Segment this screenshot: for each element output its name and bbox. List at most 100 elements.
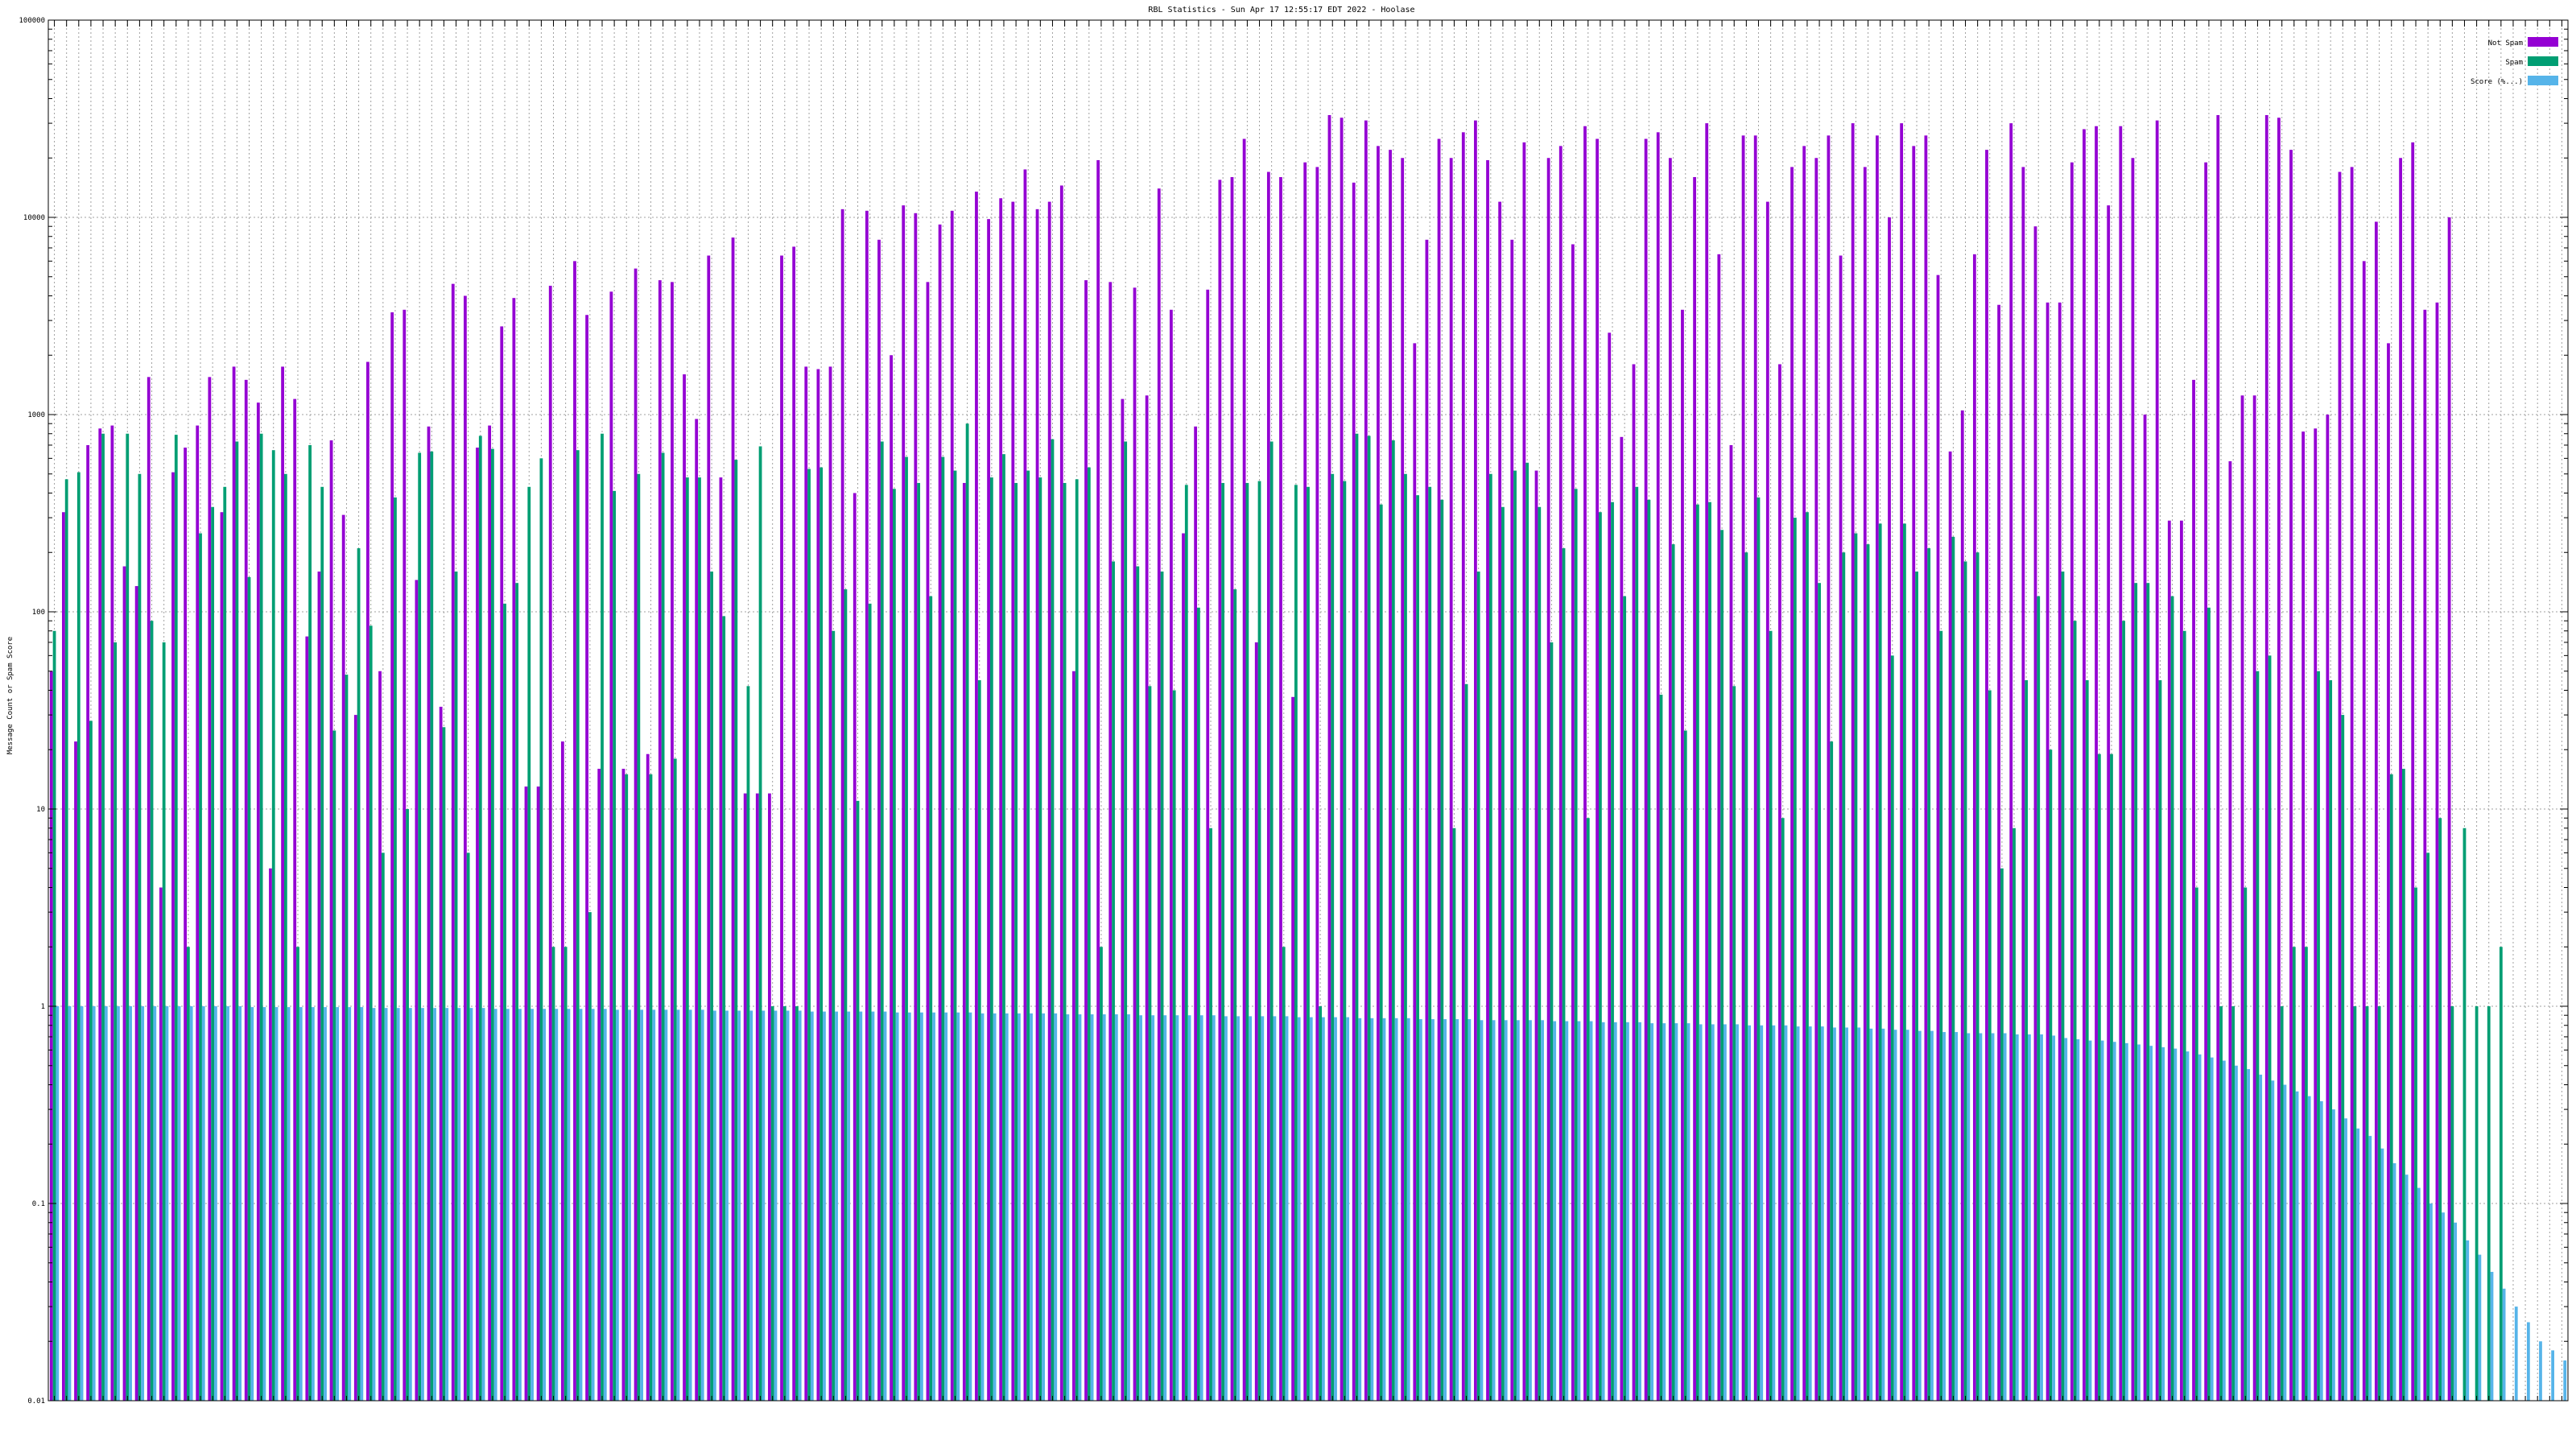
bar-2	[1796, 1026, 1800, 1401]
bar-0	[86, 444, 90, 1402]
bar-1	[2365, 1006, 2369, 1401]
bar-1	[2329, 679, 2333, 1401]
bar-1	[1744, 552, 1748, 1401]
legend-swatch	[2528, 56, 2558, 66]
bar-2	[1249, 1016, 1253, 1401]
bar-1	[807, 469, 811, 1401]
bar-0	[1486, 159, 1489, 1401]
bar-1	[1757, 497, 1761, 1401]
bar-1	[1988, 690, 1992, 1401]
bar-2	[1175, 1015, 1179, 1401]
bar-2	[2088, 1040, 2092, 1401]
bar-0	[2264, 114, 2268, 1401]
bar-0	[476, 448, 479, 1401]
bar-1	[1355, 433, 1359, 1402]
bar-2	[847, 1011, 851, 1401]
bar-0	[2192, 379, 2195, 1401]
bar-2	[1942, 1032, 1946, 1401]
bar-2	[129, 1006, 132, 1401]
bar-1	[186, 947, 190, 1401]
bar-1	[223, 486, 227, 1401]
bar-2	[1662, 1023, 1666, 1401]
bar-0	[695, 419, 699, 1401]
bar-1	[1903, 523, 1906, 1401]
bar-0	[840, 208, 844, 1402]
bar-2	[1881, 1028, 1885, 1401]
bar-1	[138, 473, 142, 1401]
bar-0	[1279, 176, 1282, 1401]
bar-2	[1893, 1030, 1897, 1401]
bar-0	[2204, 162, 2208, 1402]
bar-0	[816, 369, 820, 1401]
bar-2	[1857, 1027, 1861, 1401]
bar-1	[625, 774, 629, 1401]
bar-1	[977, 679, 981, 1401]
bar-1	[2475, 1006, 2479, 1401]
bar-2	[1017, 1013, 1021, 1401]
bar-1	[2305, 947, 2308, 1401]
y-axis-label: Message Count or Spam Score	[6, 637, 14, 754]
bar-2	[859, 1011, 863, 1401]
bar-0	[1802, 146, 1806, 1401]
bar-2	[616, 1009, 619, 1401]
bar-1	[929, 596, 933, 1401]
bar-0	[1558, 146, 1563, 1401]
bar-2	[1748, 1025, 1752, 1401]
bar-2	[1066, 1014, 1070, 1401]
bar-2	[1991, 1033, 1995, 1401]
bar-1	[2292, 947, 2296, 1401]
bar-0	[1596, 138, 1600, 1402]
bar-2	[823, 1011, 826, 1401]
bar-2	[1358, 1018, 1362, 1401]
bar-0	[2277, 118, 2281, 1401]
y-tick-label: 0.1	[32, 1200, 45, 1208]
bar-2	[1054, 1013, 1058, 1401]
bar-1	[1075, 479, 1079, 1402]
bar-2	[2454, 1222, 2458, 1401]
bar-2	[1455, 1019, 1459, 1401]
bar-0	[2326, 415, 2330, 1401]
bar-2	[2015, 1034, 2019, 1401]
bar-0	[2240, 395, 2244, 1401]
bar-0	[1072, 671, 1075, 1401]
bar-2	[141, 1006, 145, 1401]
bar-0	[1133, 287, 1137, 1401]
bar-0	[402, 309, 407, 1402]
bar-0	[852, 493, 857, 1401]
bar-2	[1650, 1023, 1654, 1401]
bar-1	[1379, 504, 1383, 1401]
bar-0	[938, 224, 942, 1402]
bar-0	[1924, 135, 1928, 1401]
bar-2	[774, 1010, 778, 1401]
bar-0	[658, 280, 662, 1401]
bar-0	[2301, 431, 2306, 1401]
bar-2	[1541, 1020, 1544, 1401]
bar-1	[1014, 482, 1018, 1402]
bar-1	[844, 589, 848, 1401]
bar-2	[1638, 1022, 1641, 1401]
bar-2	[1127, 1014, 1130, 1401]
bar-2	[1005, 1013, 1009, 1401]
bar-0	[232, 366, 236, 1401]
bar-0	[902, 205, 906, 1401]
bar-1	[601, 433, 604, 1402]
bar-0	[500, 326, 504, 1401]
bar-1	[2280, 1006, 2284, 1401]
bar-2	[104, 1006, 108, 1401]
bar-0	[415, 580, 419, 1401]
bar-0	[208, 377, 212, 1401]
bar-0	[1790, 167, 1794, 1401]
bar-2	[1613, 1022, 1617, 1401]
bar-2	[676, 1009, 680, 1401]
bar-2	[567, 1009, 571, 1401]
y-tick-label: 100	[32, 609, 45, 617]
bar-0	[1121, 398, 1125, 1401]
bar-1	[832, 630, 836, 1401]
bar-1	[953, 470, 957, 1402]
bar-1	[1951, 536, 1955, 1401]
bar-1	[2146, 583, 2150, 1401]
bar-2	[2417, 1187, 2421, 1401]
bar-2	[1212, 1015, 1216, 1401]
y-tick-label: 1000	[27, 411, 45, 419]
bar-1	[551, 947, 555, 1401]
